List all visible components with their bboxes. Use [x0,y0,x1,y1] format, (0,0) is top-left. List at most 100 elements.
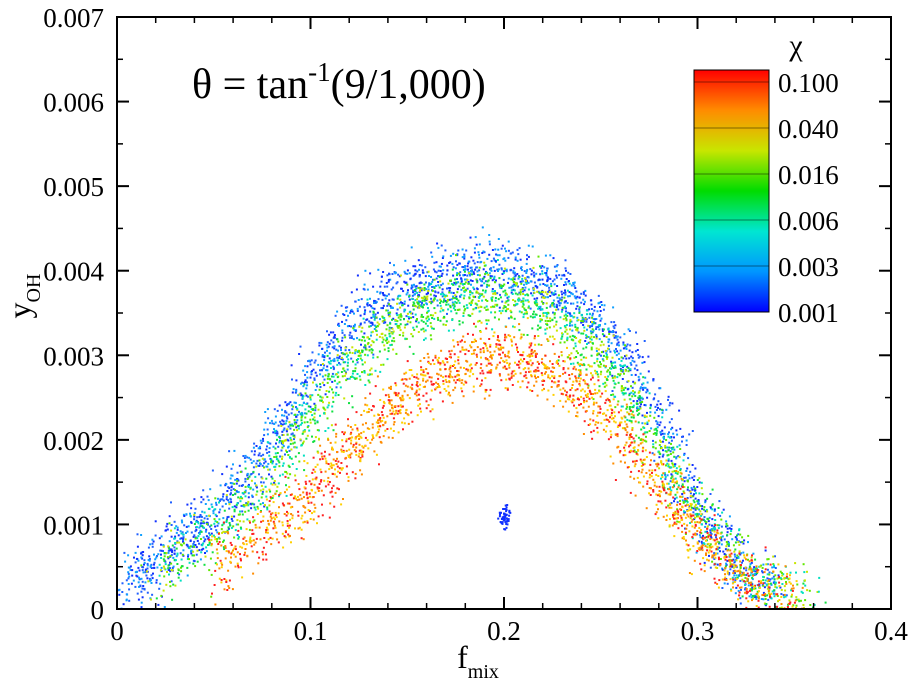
scatter-point [563,292,565,294]
scatter-point [548,326,551,329]
scatter-point [236,551,239,554]
scatter-point [256,551,259,554]
scatter-point [361,349,364,352]
scatter-point [421,302,423,304]
scatter-point [174,559,177,562]
scatter-point [642,382,645,385]
scatter-point [595,326,598,329]
scatter-point [717,507,720,509]
scatter-point [218,501,220,504]
scatter-point [568,291,571,294]
scatter-point [419,300,422,303]
scatter-point [336,451,338,454]
scatter-point [328,342,331,345]
scatter-point [387,340,390,343]
scatter-point [464,281,467,284]
scatter-point [694,489,697,492]
scatter-point [641,414,644,417]
scatter-point [660,461,663,464]
scatter-point [503,305,506,307]
scatter-point [452,365,454,367]
scatter-point [371,434,374,437]
scatter-point [148,559,151,562]
scatter-point [289,493,292,496]
scatter-point [340,371,343,373]
scatter-point [430,325,433,328]
scatter-point [470,302,473,304]
scatter-point [229,541,232,544]
scatter-point [272,520,275,523]
scatter-point [630,374,633,376]
scatter-point [504,259,507,262]
scatter-point [319,414,321,417]
scatter-point [330,367,332,369]
scatter-point [687,486,689,489]
scatter-point [669,436,672,439]
scatter-point [773,592,776,595]
scatter-point [326,480,329,483]
scatter-point [224,545,227,547]
scatter-point [781,583,784,585]
scatter-point [424,266,427,269]
scatter-point [323,364,326,367]
scatter-point [274,518,276,521]
scatter-point [375,326,378,329]
scatter-point [459,271,462,274]
scatter-point [265,531,267,534]
scatter-point [209,557,212,560]
scatter-point [305,403,308,405]
scatter-point [321,381,324,384]
scatter-point [482,268,485,271]
scatter-point [693,518,696,521]
scatter-point [250,539,253,542]
scatter-point [259,489,262,492]
scatter-point [584,294,587,297]
scatter-point [274,468,277,471]
scatter-point [286,433,289,436]
scatter-point [489,275,492,278]
scatter-point [403,310,406,313]
scatter-point [386,274,389,277]
scatter-point [390,399,393,402]
scatter-point [371,426,374,429]
scatter-point [351,352,354,354]
scatter-point [706,510,709,513]
scatter-point [323,455,326,458]
scatter-point [332,336,335,339]
scatter-point [754,570,757,573]
scatter-point [420,296,423,299]
scatter-point [290,412,293,415]
scatter-point [243,505,246,508]
scatter-point [283,422,286,425]
scatter-point [406,320,409,323]
scatter-point [655,420,658,423]
scatter-point [572,302,575,305]
scatter-point [475,278,478,281]
scatter-point [244,510,247,513]
scatter-point [570,284,573,287]
scatter-point [331,372,334,375]
scatter-point [414,392,417,395]
scatter-point [452,329,455,332]
scatter-point [237,566,240,569]
scatter-point [583,300,586,303]
scatter-point [523,307,526,310]
scatter-point [306,381,308,384]
scatter-point [486,308,489,311]
scatter-point [187,525,190,528]
scatter-point [235,503,238,506]
scatter-point [403,280,406,283]
scatter-point [637,375,640,378]
scatter-point [448,356,451,358]
scatter-point [630,355,633,358]
scatter-point [314,422,317,425]
scatter-point [416,398,419,401]
scatter-point [411,383,414,386]
scatter-point [440,262,443,265]
scatter-point [708,523,711,526]
scatter-point [584,289,587,292]
scatter-point [562,318,565,321]
scatter-point [654,441,657,444]
scatter-point [414,285,417,288]
scatter-point [610,321,613,324]
